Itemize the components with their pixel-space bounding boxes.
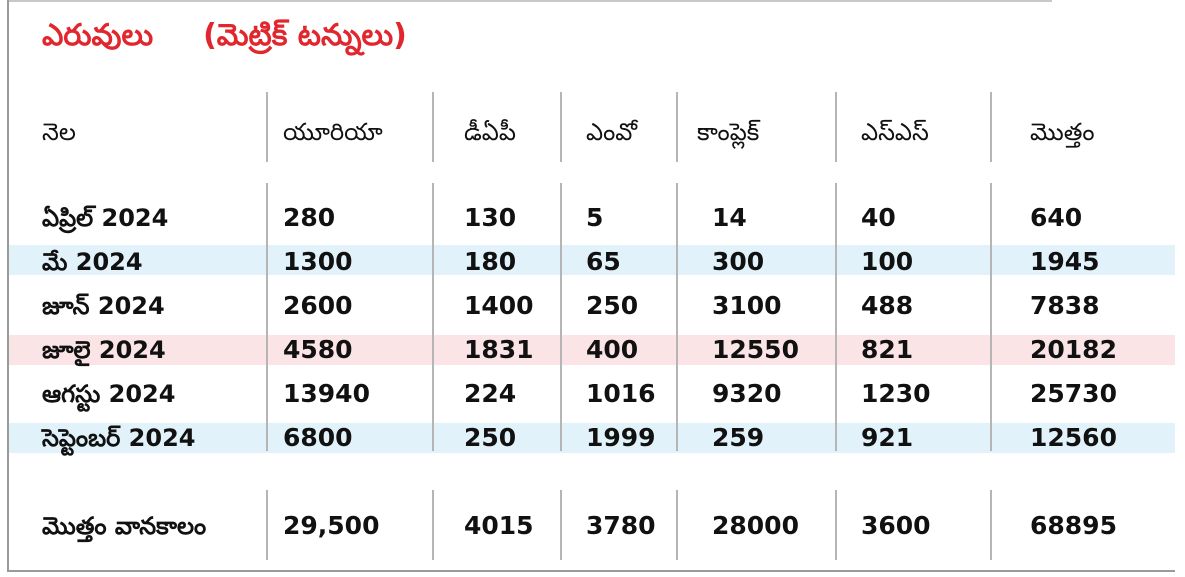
row-month-label: జూన్ 2024 <box>42 292 165 320</box>
frame-left-border <box>7 0 9 572</box>
total-grand: 68895 <box>1030 511 1117 540</box>
cell-urea: 6800 <box>283 423 353 452</box>
cell-total: 640 <box>1030 203 1083 232</box>
cell-mop: 5 <box>586 203 604 232</box>
cell-ss: 40 <box>861 203 896 232</box>
cell-total: 1945 <box>1030 247 1100 276</box>
cell-urea: 2600 <box>283 291 353 320</box>
col-separator <box>676 183 678 451</box>
row-month-label: సెప్టెంబర్ 2024 <box>42 424 196 452</box>
row-month-label: ఆగస్టు 2024 <box>42 380 176 408</box>
col-separator <box>560 183 562 451</box>
cell-complex: 259 <box>712 423 765 452</box>
cell-dap: 224 <box>464 379 517 408</box>
total-urea: 29,500 <box>283 511 380 540</box>
row-band-may <box>9 245 1175 275</box>
cell-urea: 1300 <box>283 247 353 276</box>
col-separator <box>560 490 562 560</box>
cell-ss: 1230 <box>861 379 931 408</box>
col-separator <box>835 92 837 162</box>
header-mop: ఎంవో <box>586 118 637 146</box>
col-separator <box>990 92 992 162</box>
cell-ss: 488 <box>861 291 914 320</box>
col-separator <box>432 490 434 560</box>
cell-mop: 400 <box>586 335 639 364</box>
total-mop: 3780 <box>586 511 656 540</box>
table-title: ఎరువులు (మెట్రిక్ టన్నులు) <box>42 18 407 60</box>
cell-dap: 180 <box>464 247 517 276</box>
cell-total: 25730 <box>1030 379 1117 408</box>
cell-urea: 4580 <box>283 335 353 364</box>
cell-mop: 65 <box>586 247 621 276</box>
col-separator <box>835 490 837 560</box>
total-row-label: మొత్తం వానకాలం <box>42 512 207 540</box>
cell-complex: 14 <box>712 203 747 232</box>
cell-urea: 280 <box>283 203 336 232</box>
col-separator <box>266 183 268 451</box>
cell-mop: 1016 <box>586 379 656 408</box>
cell-urea: 13940 <box>283 379 370 408</box>
row-month-label: మే 2024 <box>42 248 143 276</box>
col-separator <box>560 92 562 162</box>
title-unit: (మెట్రిక్ టన్నులు) <box>203 18 407 53</box>
col-separator <box>676 92 678 162</box>
frame-bottom-border <box>7 570 1175 572</box>
col-separator <box>990 490 992 560</box>
cell-mop: 250 <box>586 291 639 320</box>
row-month-label: ఏప్రిల్ 2024 <box>42 204 169 232</box>
col-separator <box>432 92 434 162</box>
row-band-july <box>9 335 1175 365</box>
col-separator <box>266 92 268 162</box>
total-dap: 4015 <box>464 511 534 540</box>
cell-total: 20182 <box>1030 335 1117 364</box>
frame-top-border <box>7 0 1052 2</box>
col-separator <box>990 183 992 451</box>
header-ss: ఎస్ఎస్ <box>861 118 929 146</box>
cell-ss: 821 <box>861 335 914 364</box>
row-band-september <box>9 423 1175 453</box>
cell-ss: 921 <box>861 423 914 452</box>
cell-ss: 100 <box>861 247 914 276</box>
col-separator <box>835 183 837 451</box>
header-total: మొత్తం <box>1030 118 1095 146</box>
cell-complex: 9320 <box>712 379 782 408</box>
total-complex: 28000 <box>712 511 799 540</box>
cell-dap: 1400 <box>464 291 534 320</box>
header-dap: డీఏపీ <box>464 118 516 146</box>
title-main: ఎరువులు <box>42 18 154 53</box>
header-complex: కాంప్లెక్ <box>697 118 760 146</box>
cell-dap: 130 <box>464 203 517 232</box>
col-separator <box>266 490 268 560</box>
col-separator <box>432 183 434 451</box>
cell-complex: 12550 <box>712 335 799 364</box>
cell-mop: 1999 <box>586 423 656 452</box>
row-month-label: జూలై 2024 <box>42 336 166 364</box>
cell-total: 7838 <box>1030 291 1100 320</box>
cell-complex: 300 <box>712 247 765 276</box>
cell-total: 12560 <box>1030 423 1117 452</box>
cell-dap: 1831 <box>464 335 534 364</box>
total-ss: 3600 <box>861 511 931 540</box>
header-month: నెల <box>42 118 76 146</box>
header-urea: యూరియా <box>283 118 383 146</box>
cell-dap: 250 <box>464 423 517 452</box>
col-separator <box>676 490 678 560</box>
cell-complex: 3100 <box>712 291 782 320</box>
